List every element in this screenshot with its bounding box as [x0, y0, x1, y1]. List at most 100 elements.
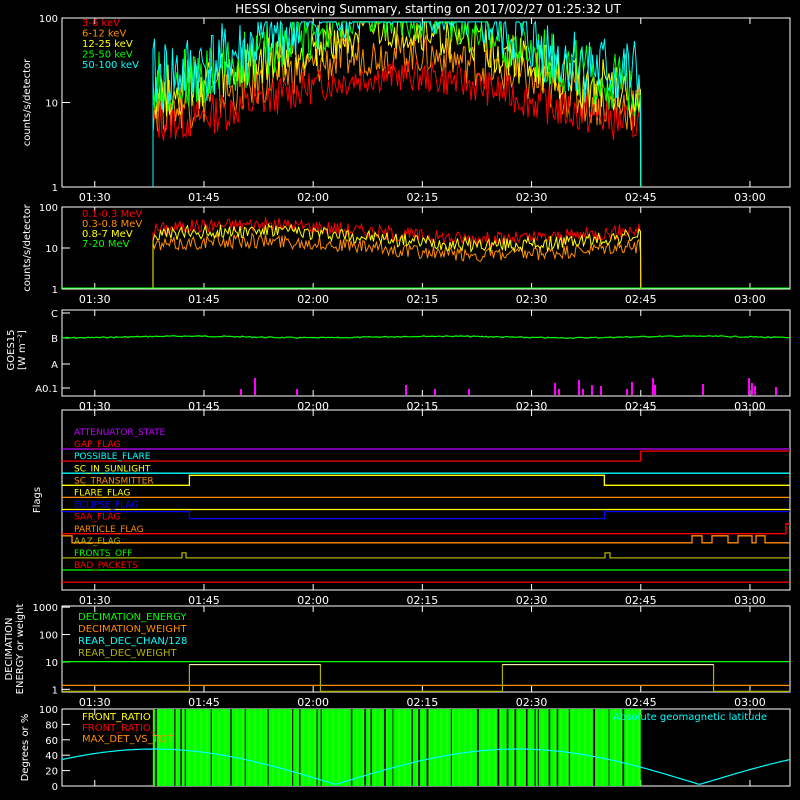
y-tick-label: 10	[45, 658, 58, 669]
legend-entry: 6-12 keV	[82, 29, 126, 40]
goes-flux-line	[61, 335, 791, 339]
geomagnetic-latitude-line	[61, 748, 791, 785]
time-tick-label: 01:30	[79, 696, 111, 709]
y-tick-label: A0.1	[35, 384, 58, 395]
legend-entry: 0.3-0.8 MeV	[82, 219, 142, 230]
time-tick-label: 03:00	[734, 594, 766, 607]
time-tick-label: 02:15	[407, 594, 439, 607]
y-axis-label: ENERGY or weight	[15, 604, 26, 695]
y-axis-label: GOES15	[6, 329, 17, 370]
time-tick-label: 02:30	[516, 191, 548, 204]
legend-entry: 12-25 keV	[82, 39, 133, 50]
flag-label: SC_TRANSMITTER	[74, 476, 154, 486]
time-tick-label: 02:15	[407, 696, 439, 709]
panel5-frame	[61, 605, 791, 693]
flag-label: FRONTS_OFF	[74, 549, 132, 559]
time-tick-label: 02:30	[516, 293, 548, 306]
series-line-3-6-kev	[152, 60, 642, 188]
legend-entry: REAR_DEC_WEIGHT	[78, 648, 177, 659]
legend-entry: 7-20 MeV	[82, 239, 130, 250]
time-tick-label: 02:30	[516, 696, 548, 709]
flag-line	[62, 510, 790, 520]
y-tick-label: 100	[39, 705, 58, 716]
y-tick-label: 100	[39, 631, 58, 642]
rear-dec-weight-line	[62, 663, 790, 692]
time-tick-label: 02:00	[297, 594, 329, 607]
front-ratio-fill	[153, 709, 641, 786]
flag-label: SAA_FLAG	[74, 513, 120, 523]
y-tick-label: A	[51, 360, 58, 371]
time-tick-label: 02:00	[297, 191, 329, 204]
time-tick-label: 02:15	[407, 293, 439, 306]
y-tick-label: 10	[45, 244, 58, 255]
plot-area: 01:30 01:45 02:00 02:15 02:30 02:45 03:0011010…	[4, 14, 791, 793]
time-tick-label: 01:45	[188, 293, 220, 306]
y-tick-label: 10	[45, 99, 58, 110]
time-tick-label: 01:45	[188, 191, 220, 204]
y-axis-label: Flags	[32, 487, 43, 513]
time-tick-label: 02:45	[625, 594, 657, 607]
flag-label: POSSIBLE_FLARE	[74, 452, 151, 462]
time-tick-label: 01:45	[188, 696, 220, 709]
y-tick-label: 100	[39, 14, 58, 25]
series-line-50-100-kev	[152, 20, 642, 188]
y-tick-label: 80	[45, 720, 58, 731]
legend-entry: DECIMATION_WEIGHT	[78, 624, 187, 635]
y-axis-label: DECIMATION	[4, 617, 15, 680]
flag-line	[62, 450, 790, 462]
legend-entry: 0.8-7 MeV	[82, 229, 133, 240]
flag-label: AAZ_FLAG	[74, 537, 121, 547]
y-tick-label: 20	[45, 767, 58, 778]
y-tick-label: 60	[45, 736, 58, 747]
time-tick-label: 02:00	[297, 293, 329, 306]
y-tick-label: 0	[52, 782, 58, 793]
time-tick-label: 02:30	[516, 594, 548, 607]
time-tick-label: 01:30	[79, 191, 111, 204]
y-axis-label: counts/s/detector	[22, 203, 33, 291]
time-tick-label: 03:00	[734, 293, 766, 306]
flag-label: BAD_PACKETS	[74, 561, 138, 571]
legend-entry: 25-50 keV	[82, 50, 133, 61]
legend-entry: 3-6 keV	[82, 18, 120, 29]
y-tick-label: 1	[52, 183, 58, 194]
flag-label: FLARE_FLAG	[74, 489, 130, 499]
legend-entry: DECIMATION_ENERGY	[78, 612, 187, 623]
flag-label: SC_IN_SUNLIGHT	[74, 464, 151, 474]
time-tick-label: 03:00	[734, 191, 766, 204]
time-tick-label: 02:00	[297, 696, 329, 709]
flag-label: ATTENUATOR_STATE	[74, 428, 166, 438]
y-axis-label: Degrees or %	[20, 714, 31, 782]
panel4-frame	[61, 409, 791, 591]
legend-entry: REAR_DEC_CHAN/128	[78, 636, 187, 647]
time-tick-label: 02:45	[625, 696, 657, 709]
flag-label: GAP_FLAG	[74, 440, 120, 450]
y-tick-label: B	[51, 334, 58, 345]
y-axis-label: [W m⁻²]	[17, 330, 28, 370]
time-tick-label: 02:45	[625, 191, 657, 204]
time-tick-label: 01:30	[79, 293, 111, 306]
flag-line	[62, 552, 790, 559]
y-tick-label: 1	[52, 685, 58, 696]
legend-entry: FRONT_RATIO_	[82, 723, 157, 734]
flag-line	[62, 474, 790, 486]
time-tick-label: 02:45	[625, 293, 657, 306]
flag-label: ECLIPSE_FLAG	[74, 501, 138, 511]
flag-line	[62, 535, 790, 544]
flag-line	[62, 523, 790, 535]
time-tick-label: 01:45	[188, 594, 220, 607]
series-line-0-8-7-mev	[152, 222, 642, 290]
y-tick-label: 100	[39, 203, 58, 214]
y-tick-label: 1	[52, 285, 58, 296]
y-tick-label: 1000	[33, 603, 58, 614]
panel3-frame	[61, 309, 791, 397]
y-tick-label: 40	[45, 751, 58, 762]
figure-title: HESSI Observing Summary, starting on 201…	[235, 2, 621, 16]
series-line-12-25-kev	[152, 21, 642, 188]
legend-entry: 0.1-0.3 MeV	[82, 209, 142, 220]
legend-entry: 50-100 keV	[82, 60, 139, 71]
time-tick-label: 02:15	[407, 191, 439, 204]
series-line-0-3-0-8-mev	[152, 232, 642, 290]
flag-label: PARTICLE_FLAG	[74, 525, 144, 535]
